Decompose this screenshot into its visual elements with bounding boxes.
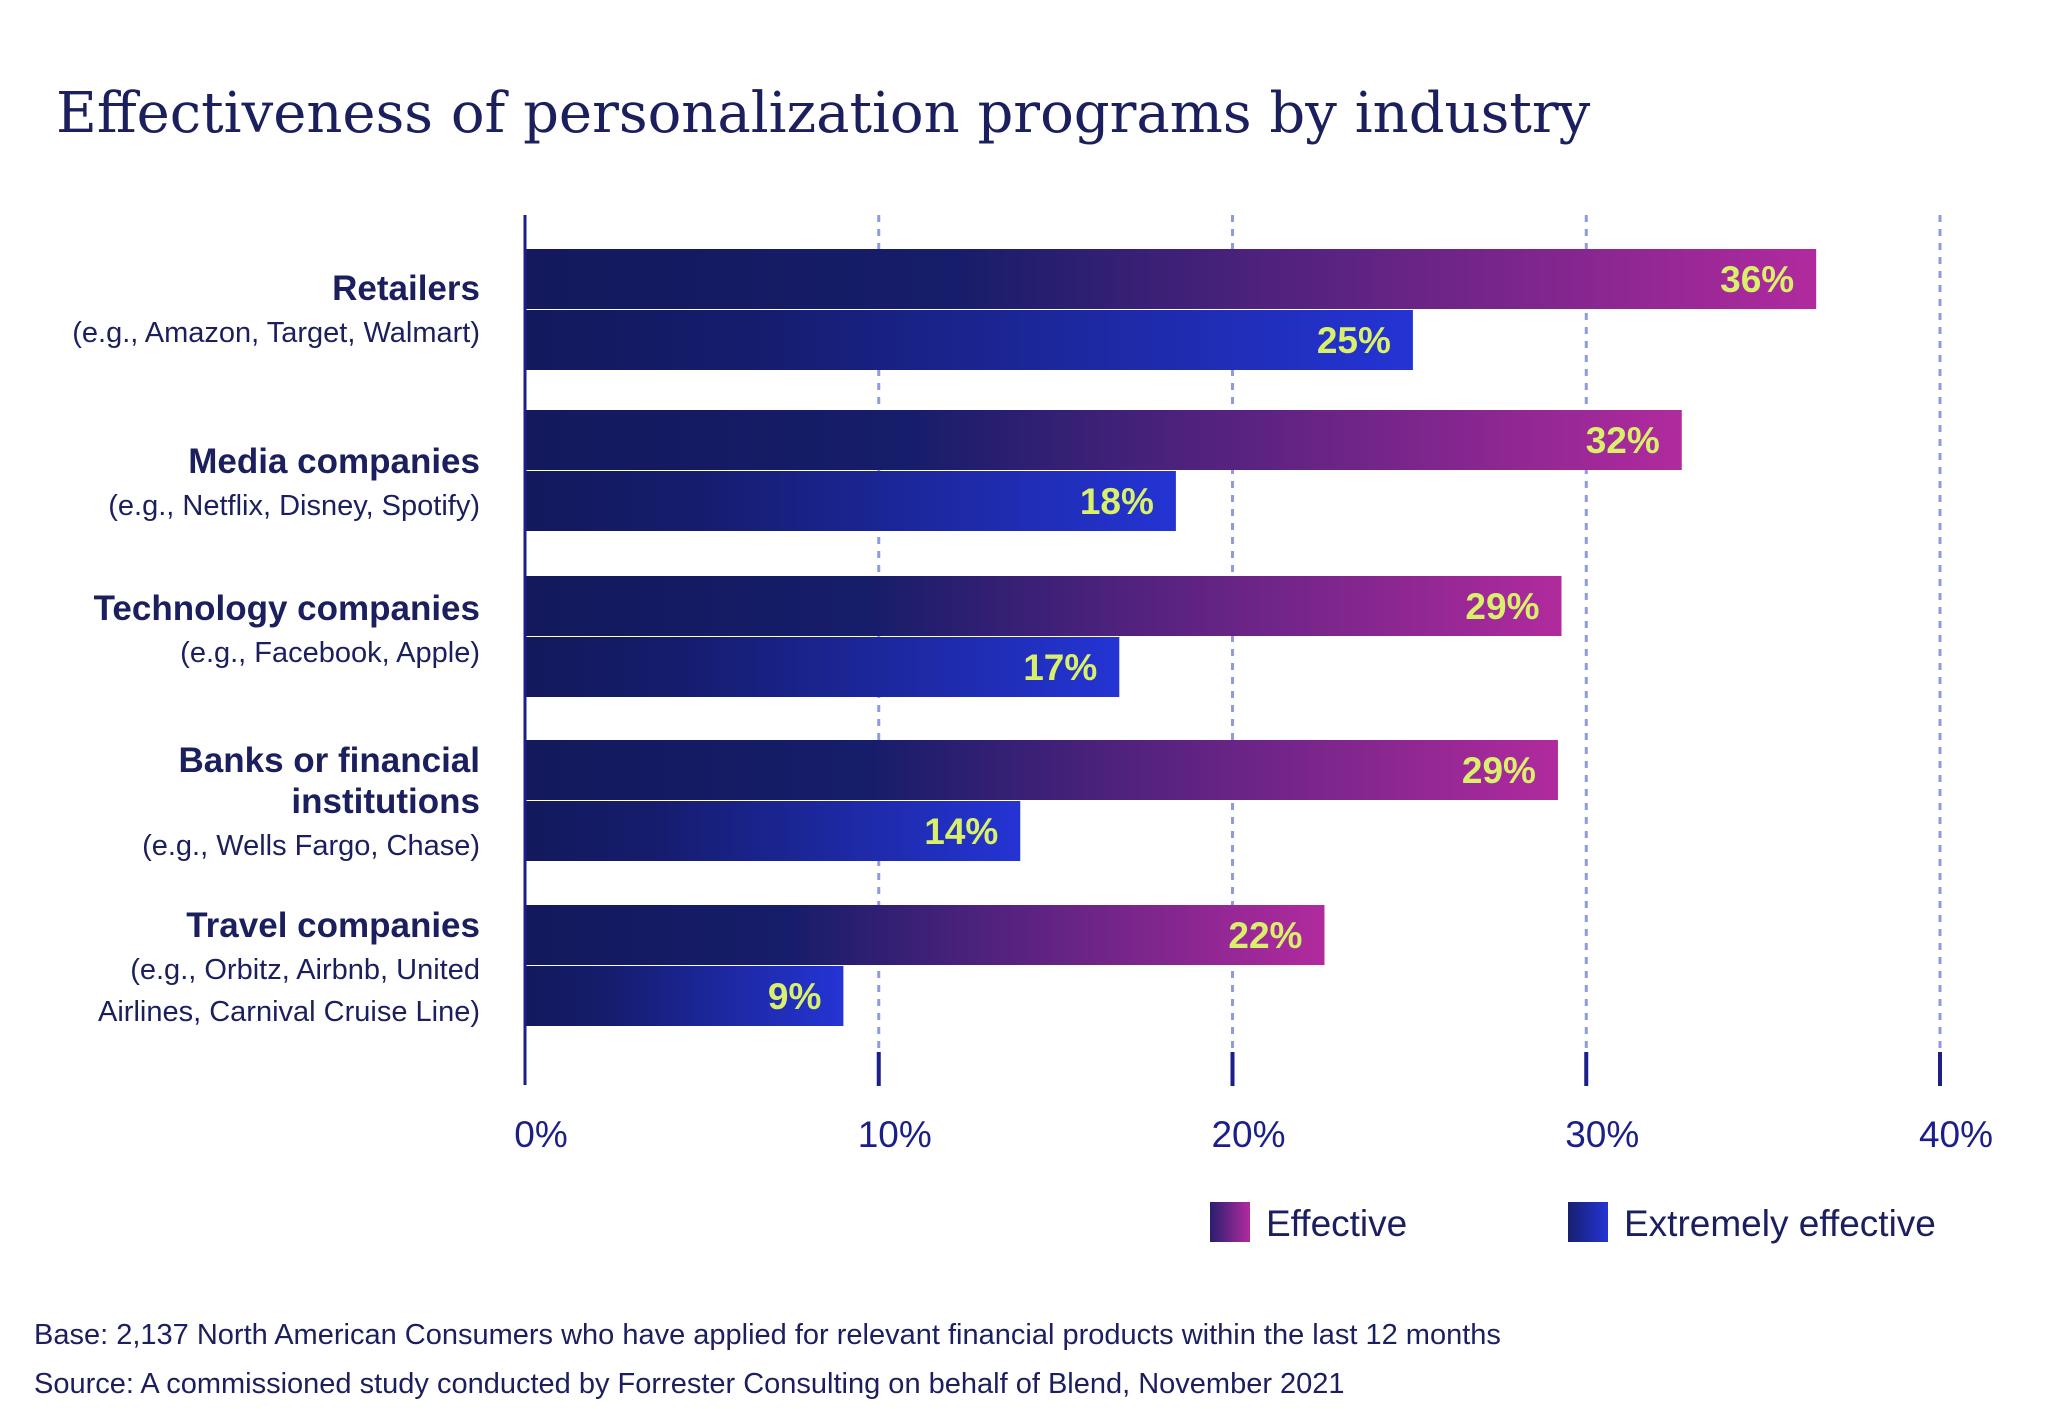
legend-swatch-extremely-effective bbox=[1568, 1202, 1608, 1242]
value-label-extremely-effective-2: 17% bbox=[1023, 647, 1097, 688]
value-labels: 36% 25% 32% 18% 29% 17% 29% 14% 22% 9% bbox=[768, 259, 1794, 1017]
bar-effective-3 bbox=[525, 740, 1558, 800]
value-label-effective-1: 32% bbox=[1586, 420, 1660, 461]
category-name-2: Technology companies bbox=[94, 589, 480, 628]
x-tick-label-30: 30% bbox=[1565, 1114, 1639, 1155]
value-label-extremely-effective-0: 25% bbox=[1317, 320, 1391, 361]
bar-effective-4 bbox=[525, 905, 1325, 965]
category-name-0: Retailers bbox=[332, 269, 480, 308]
bar-extremely-effective-3 bbox=[525, 801, 1021, 861]
value-label-effective-4: 22% bbox=[1228, 915, 1302, 956]
x-tick-label-0: 0% bbox=[514, 1114, 567, 1155]
x-tick-label-10: 10% bbox=[858, 1114, 932, 1155]
legend-label-extremely-effective: Extremely effective bbox=[1624, 1203, 1936, 1244]
bar-extremely-effective-2 bbox=[525, 637, 1120, 697]
category-examples-2: (e.g., Facebook, Apple) bbox=[180, 637, 480, 669]
value-label-extremely-effective-4: 9% bbox=[768, 976, 821, 1017]
category-name-3-line-1: institutions bbox=[291, 782, 480, 821]
value-label-extremely-effective-3: 14% bbox=[924, 811, 998, 852]
chart-title: Effectiveness of personalization program… bbox=[56, 81, 1591, 146]
bars bbox=[525, 249, 1817, 1026]
category-examples-0: (e.g., Amazon, Target, Walmart) bbox=[72, 317, 480, 349]
bar-effective-2 bbox=[525, 576, 1562, 636]
value-label-extremely-effective-1: 18% bbox=[1080, 481, 1154, 522]
category-examples-1: (e.g., Netflix, Disney, Spotify) bbox=[108, 490, 480, 522]
category-labels: Retailers (e.g., Amazon, Target, Walmart)… bbox=[72, 269, 480, 1028]
category-examples-3: (e.g., Wells Fargo, Chase) bbox=[142, 830, 480, 862]
x-tick-label-40: 40% bbox=[1919, 1114, 1993, 1155]
bar-effective-1 bbox=[525, 410, 1682, 470]
category-name-4: Travel companies bbox=[186, 906, 480, 945]
bar-extremely-effective-0 bbox=[525, 310, 1413, 370]
x-axis: 0% 10% 20% 30% 40% bbox=[514, 215, 1993, 1155]
legend-swatch-effective bbox=[1210, 1202, 1250, 1242]
bar-extremely-effective-1 bbox=[525, 471, 1176, 531]
value-label-effective-0: 36% bbox=[1720, 259, 1794, 300]
category-name-3-line-0: Banks or financial bbox=[179, 741, 480, 780]
bar-extremely-effective-4 bbox=[525, 966, 844, 1026]
bar-effective-0 bbox=[525, 249, 1817, 309]
legend: Effective Extremely effective bbox=[1210, 1202, 1936, 1244]
category-examples-4-line-1: Airlines, Carnival Cruise Line) bbox=[98, 996, 480, 1028]
value-label-effective-2: 29% bbox=[1465, 586, 1539, 627]
x-tick-label-20: 20% bbox=[1211, 1114, 1285, 1155]
category-examples-4-line-0: (e.g., Orbitz, Airbnb, United bbox=[130, 954, 480, 986]
footnote-source: Source: A commissioned study conducted b… bbox=[34, 1368, 1345, 1400]
category-name-1: Media companies bbox=[188, 442, 480, 481]
value-label-effective-3: 29% bbox=[1462, 750, 1536, 791]
footnote-base: Base: 2,137 North American Consumers who… bbox=[34, 1319, 1501, 1351]
legend-label-effective: Effective bbox=[1266, 1203, 1407, 1244]
